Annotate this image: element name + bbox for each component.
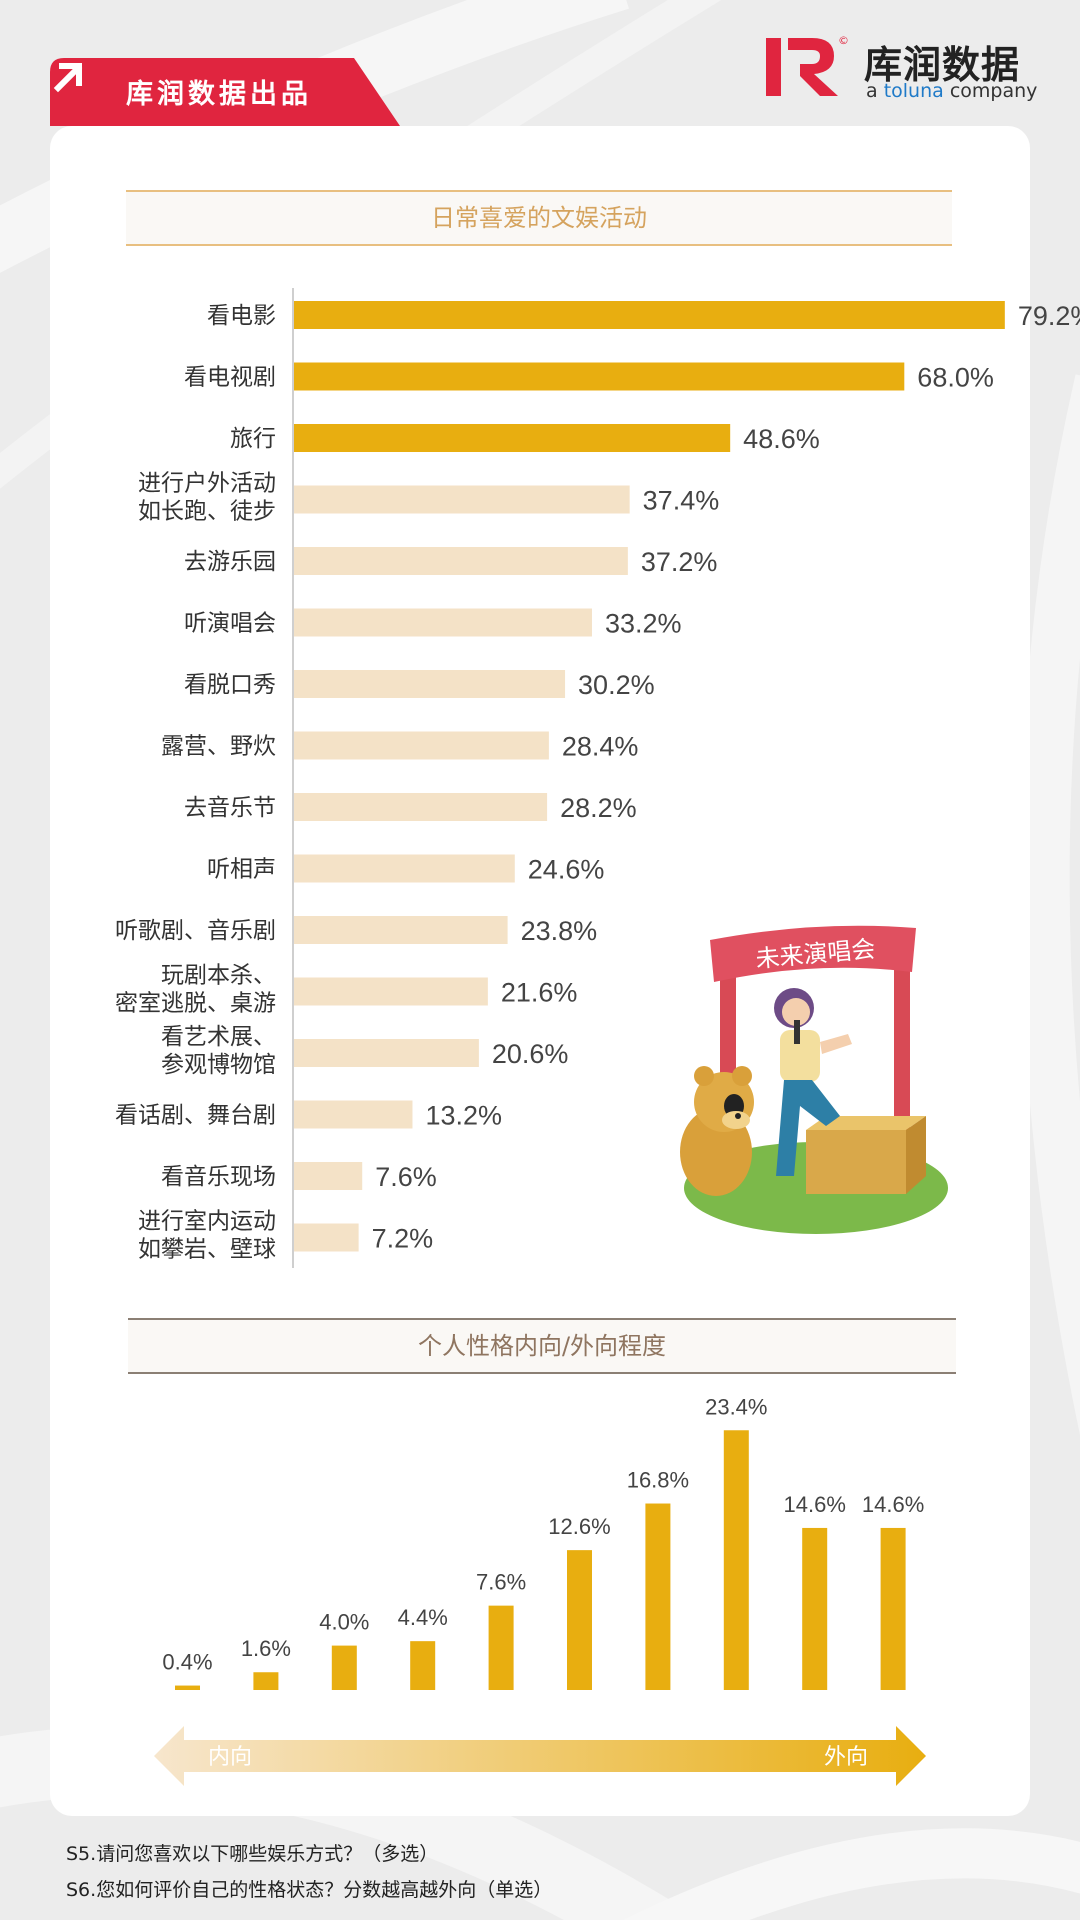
chart1-value-label-12: 20.6% [492,1039,569,1069]
chart1-category-label-15-1: 如攀岩、壁球 [138,1237,276,1263]
chart2-value-label-4: 7.6% [476,1570,526,1595]
chart2-bar-6 [645,1503,671,1690]
chart2-value-label-6: 16.8% [627,1468,689,1493]
chart2-bar-7 [723,1430,749,1690]
chart1-value-label-4: 37.2% [641,547,718,577]
logo-sub-suffix: company [943,80,1038,102]
chart1-bar-2 [294,424,731,452]
chart1-category-label-0: 看电影 [207,303,276,329]
chart1-value-label-7: 28.4% [562,732,639,762]
chart1-bar-7 [294,731,549,760]
chart1-value-label-3: 37.4% [643,486,720,516]
chart1-bar-4 [294,547,628,575]
chart2-bar-8 [802,1527,828,1690]
chart1-category-label-9: 听相声 [207,857,276,883]
chart2-value-label-5: 12.6% [548,1514,610,1539]
chart1-bar-13 [294,1100,413,1129]
scale-left-label: 内向 [208,1745,252,1770]
chart1-bar-12 [294,1039,479,1067]
chart1-value-label-14: 7.6% [375,1162,437,1192]
chart2-value-label-7: 23.4% [705,1394,767,1419]
chart2-bar-9 [880,1527,906,1690]
registered-mark: © [838,34,849,47]
chart1-bar-14 [294,1162,363,1190]
chart2-bar-2 [331,1645,357,1690]
chart1-category-label-8: 去音乐节 [184,795,276,821]
chart2-value-label-2: 4.0% [319,1610,369,1635]
chart2-title: 个人性格内向/外向程度 [128,1318,956,1374]
logo-mark-icon [766,38,838,96]
chart1-bar-11 [294,977,488,1006]
chart1-value-label-11: 21.6% [501,978,578,1008]
content-card [50,126,1030,1816]
brand-tag: 库润数据出品 [50,58,400,126]
chart1-category-label-12-0: 看艺术展、 [161,1024,276,1050]
company-logo[interactable]: © 库润数据 a toluna company [764,34,1037,106]
chart1-bar-0 [294,301,1005,329]
chart1-category-label-12-1: 参观博物馆 [161,1052,276,1078]
scale-right-label: 外向 [824,1745,868,1770]
chart1-value-label-5: 33.2% [605,609,682,639]
chart2-value-label-0: 0.4% [162,1650,212,1675]
scale-arrow [154,1726,926,1786]
chart1-category-label-7: 露营、野炊 [161,734,276,760]
chart1-bar-8 [294,793,548,821]
chart1-category-label-11-0: 玩剧本杀、 [161,963,276,989]
footnote-s5: S5.请问您喜欢以下哪些娱乐方式？（多选） [66,1843,439,1865]
chart1-value-label-8: 28.2% [560,793,637,823]
chart1-category-label-4: 去游乐园 [184,549,276,575]
chart1-value-label-9: 24.6% [528,855,605,885]
logo-title: 库润数据 [864,43,1021,87]
chart1-category-label-10: 听歌剧、音乐剧 [115,918,276,944]
logo-subtitle: a toluna company [866,80,1037,102]
chart1-category-label-11-1: 密室逃脱、桌游 [115,991,276,1017]
chart1-value-label-6: 30.2% [578,670,655,700]
chart1-category-label-13: 看话剧、舞台剧 [115,1103,276,1129]
logo-sub-brand: toluna [883,80,944,102]
chart1-value-label-1: 68.0% [917,363,994,393]
chart1-bar-3 [294,485,630,514]
chart1-bar-5 [294,608,592,637]
chart2-value-label-3: 4.4% [398,1605,448,1630]
chart1-bar-10 [294,916,508,944]
chart1-bar-6 [294,670,566,698]
chart1-bar-15 [294,1223,359,1252]
chart2-bar-1 [253,1672,279,1690]
arrow-up-right-icon [53,63,83,93]
footnote-s6: S6.您如何评价自己的性格状态？分数越高越外向（单选） [66,1879,553,1901]
chart1-category-label-15-0: 进行室内运动 [138,1209,276,1235]
chart1-category-label-3-0: 进行户外活动 [138,471,276,497]
chart2-bar-4 [488,1605,514,1690]
chart1-category-label-3-1: 如长跑、徒步 [138,499,276,525]
chart2-bar-3 [410,1641,436,1690]
chart2-value-label-9: 14.6% [862,1492,924,1517]
chart2-value-label-1: 1.6% [241,1636,291,1661]
chart1-bar-9 [294,854,515,883]
chart2-bar-5 [567,1550,592,1690]
chart1-category-label-6: 看脱口秀 [184,672,276,698]
logo-sub-prefix: a [866,80,884,102]
chart1-category-label-1: 看电视剧 [184,365,276,391]
chart1-category-label-14: 看音乐现场 [161,1164,276,1190]
chart1-value-label-2: 48.6% [743,424,820,454]
chart1-value-label-15: 7.2% [372,1224,434,1254]
chart1-category-label-2: 旅行 [230,426,276,452]
chart1-title: 日常喜爱的文娱活动 [126,190,952,246]
chart1-value-label-13: 13.2% [425,1101,502,1131]
chart1-category-label-5: 听演唱会 [184,611,276,637]
chart2-bar-0 [175,1685,200,1690]
chart1-bar-1 [294,362,905,391]
concert-illustration: 未来演唱会 [676,920,956,1240]
chart1-value-label-10: 23.8% [521,916,598,946]
chart1-value-label-0: 79.2% [1018,301,1080,331]
chart2-value-label-8: 14.6% [784,1492,846,1517]
footnotes: S5.请问您喜欢以下哪些娱乐方式？（多选） S6.您如何评价自己的性格状态？分数… [66,1836,552,1908]
brand-tag-label: 库润数据出品 [126,79,312,110]
